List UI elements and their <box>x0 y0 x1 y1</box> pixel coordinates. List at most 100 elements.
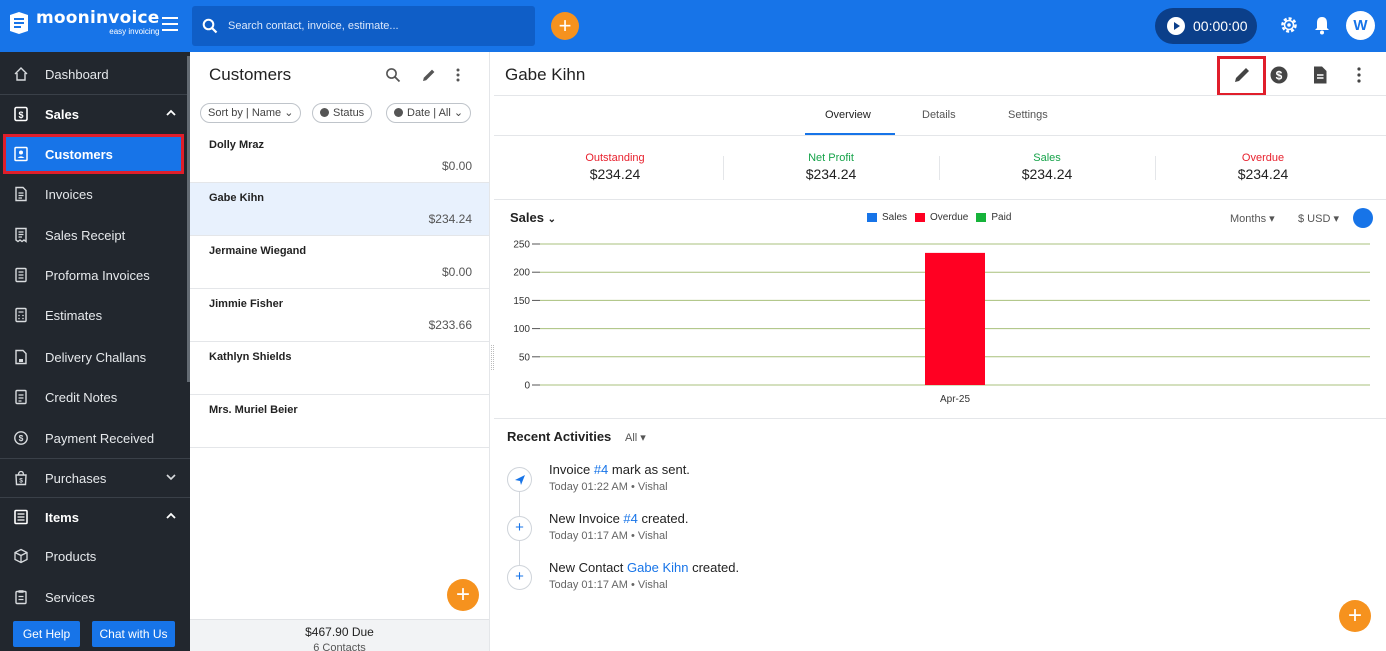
sidebar-item-customers[interactable]: Customers <box>3 134 184 174</box>
sidebar-item-purchases[interactable]: $ Purchases <box>0 458 190 498</box>
sidebar-label: Credit Notes <box>45 389 118 405</box>
sidebar-item-proforma-invoices[interactable]: Proforma Invoices <box>0 255 190 295</box>
sidebar-item-items[interactable]: Items <box>0 497 190 537</box>
sidebar-item-invoices[interactable]: Invoices <box>0 174 190 214</box>
customer-amount: $233.66 <box>428 318 472 332</box>
customer-row[interactable]: Kathlyn Shields <box>190 342 489 395</box>
stat-outstanding: Outstanding $234.24 <box>507 152 723 182</box>
bar-overdue[interactable] <box>925 252 985 385</box>
legend-swatch <box>867 213 877 222</box>
purchase-bag-icon: $ <box>15 470 27 486</box>
legend-item: Overdue <box>915 212 968 223</box>
panel-resize-handle[interactable] <box>491 345 494 370</box>
period-dropdown[interactable]: Months ▾ <box>1230 213 1275 225</box>
quick-add-button[interactable]: + <box>551 12 579 40</box>
more-vertical-icon[interactable] <box>1349 65 1369 85</box>
add-transaction-button[interactable]: + <box>1339 600 1371 632</box>
customer-row[interactable]: Jermaine Wiegand $0.00 <box>190 236 489 289</box>
chat-with-us-button[interactable]: Chat with Us <box>92 621 175 647</box>
pie-chart-icon[interactable] <box>1353 208 1373 228</box>
period-label: Months <box>1230 213 1267 225</box>
activity-meta: Today 01:17 AM • Vishal <box>549 579 668 591</box>
chip-label: Sort by | Name <box>208 107 282 119</box>
x-tick-label: Apr-25 <box>940 394 970 405</box>
document-icon[interactable] <box>1310 65 1330 85</box>
menu-toggle-icon[interactable] <box>162 17 178 31</box>
activity-link[interactable]: #4 <box>593 462 609 477</box>
activity-link[interactable]: Gabe Kihn <box>627 560 689 575</box>
customer-name: Jermaine Wiegand <box>209 245 307 257</box>
sort-by-chip[interactable]: Sort by | Name ⌄ <box>200 103 302 123</box>
sidebar-label: Delivery Challans <box>45 349 147 365</box>
customer-detail: Gabe Kihn $ Overview Details Settings Ou… <box>494 52 1386 651</box>
customer-row[interactable]: Dolly Mraz $0.00 <box>190 130 489 183</box>
edit-pencil-icon[interactable] <box>1232 65 1252 85</box>
app-logo[interactable]: mooninvoice easy invoicing <box>8 10 160 36</box>
tab-details[interactable]: Details <box>922 109 956 121</box>
sidebar-item-credit-notes[interactable]: Credit Notes <box>0 377 190 417</box>
customer-amount: $0.00 <box>441 159 472 173</box>
activity-filter-label: All <box>625 432 638 444</box>
status-filter-chip[interactable]: Status <box>312 103 373 123</box>
stat-value: $234.24 <box>1237 166 1289 182</box>
stat-value: $234.24 <box>805 166 857 182</box>
stat-overdue: Overdue $234.24 <box>1155 152 1371 182</box>
sidebar-item-sales[interactable]: $ Sales <box>0 94 190 134</box>
user-avatar[interactable]: W <box>1346 11 1375 40</box>
sidebar-item-delivery-challans[interactable]: Delivery Challans <box>0 337 190 377</box>
sidebar-label: Payment Received <box>45 430 155 446</box>
sidebar-label: Customers <box>45 146 113 162</box>
search-bar <box>192 6 535 46</box>
play-icon <box>1167 17 1185 35</box>
sidebar-label: Proforma Invoices <box>45 267 150 283</box>
activity-prefix: New Contact <box>549 560 628 575</box>
tab-overview[interactable]: Overview <box>825 109 871 121</box>
estimate-calculator-icon <box>15 307 27 323</box>
stat-label: Overdue <box>1241 152 1285 164</box>
customer-amount: $234.24 <box>428 212 472 226</box>
customers-title: Customers <box>209 65 292 84</box>
customer-name: Dolly Mraz <box>209 139 265 151</box>
chart-type-dropdown[interactable]: Sales ⌄ <box>510 210 556 225</box>
contact-count: 6 Contacts <box>313 642 366 651</box>
payment-dollar-icon[interactable]: $ <box>1269 65 1289 85</box>
customer-row[interactable]: Jimmie Fisher $233.66 <box>190 289 489 342</box>
recent-activities-title: Recent Activities <box>507 429 612 444</box>
total-due: $467.90 Due <box>305 625 374 639</box>
sidebar-item-services[interactable]: Services <box>0 577 190 617</box>
search-input[interactable] <box>228 20 528 32</box>
customer-row-selected[interactable]: Gabe Kihn $234.24 <box>190 183 489 236</box>
activity-item: + New Contact Gabe Kihn created. Today 0… <box>494 560 1386 610</box>
edit-pencil-icon[interactable] <box>421 67 437 83</box>
add-customer-button[interactable]: + <box>447 579 479 611</box>
search-icon[interactable] <box>385 67 401 83</box>
sales-dollar-icon: $ <box>14 106 28 122</box>
activity-link[interactable]: #4 <box>623 511 638 526</box>
date-filter-chip[interactable]: Date | All ⌄ <box>386 103 472 123</box>
legend-item: Paid <box>976 212 1011 223</box>
legend-swatch <box>976 213 987 222</box>
customer-row[interactable]: Mrs. Muriel Beier <box>190 395 489 448</box>
top-bar: mooninvoice easy invoicing + 00:00:00 W <box>0 0 1386 52</box>
sidebar-item-products[interactable]: Products <box>0 536 190 576</box>
edit-highlight-box <box>1217 56 1266 96</box>
settings-gear-icon[interactable] <box>1279 15 1299 35</box>
legend-label: Overdue <box>930 212 969 223</box>
sidebar-scrollbar[interactable] <box>187 56 190 382</box>
sidebar-label: Products <box>45 548 97 564</box>
tab-settings[interactable]: Settings <box>1008 109 1048 121</box>
sidebar-item-estimates[interactable]: Estimates <box>0 295 190 335</box>
chevron-up-icon <box>166 109 176 116</box>
sidebar-item-payment-received[interactable]: $ Payment Received <box>0 418 190 458</box>
activity-suffix: mark as sent. <box>608 462 690 477</box>
notification-bell-icon[interactable] <box>1313 15 1331 35</box>
activity-prefix: New Invoice <box>549 511 624 526</box>
contact-card-icon <box>14 146 28 162</box>
sidebar-item-sales-receipt[interactable]: Sales Receipt <box>0 215 190 255</box>
more-vertical-icon[interactable] <box>450 67 466 83</box>
sidebar-item-dashboard[interactable]: Dashboard <box>0 54 190 94</box>
get-help-button[interactable]: Get Help <box>13 621 80 647</box>
activity-filter-dropdown[interactable]: All ▾ <box>625 432 646 444</box>
currency-dropdown[interactable]: $ USD ▾ <box>1298 213 1339 225</box>
timer-button[interactable]: 00:00:00 <box>1155 8 1257 44</box>
